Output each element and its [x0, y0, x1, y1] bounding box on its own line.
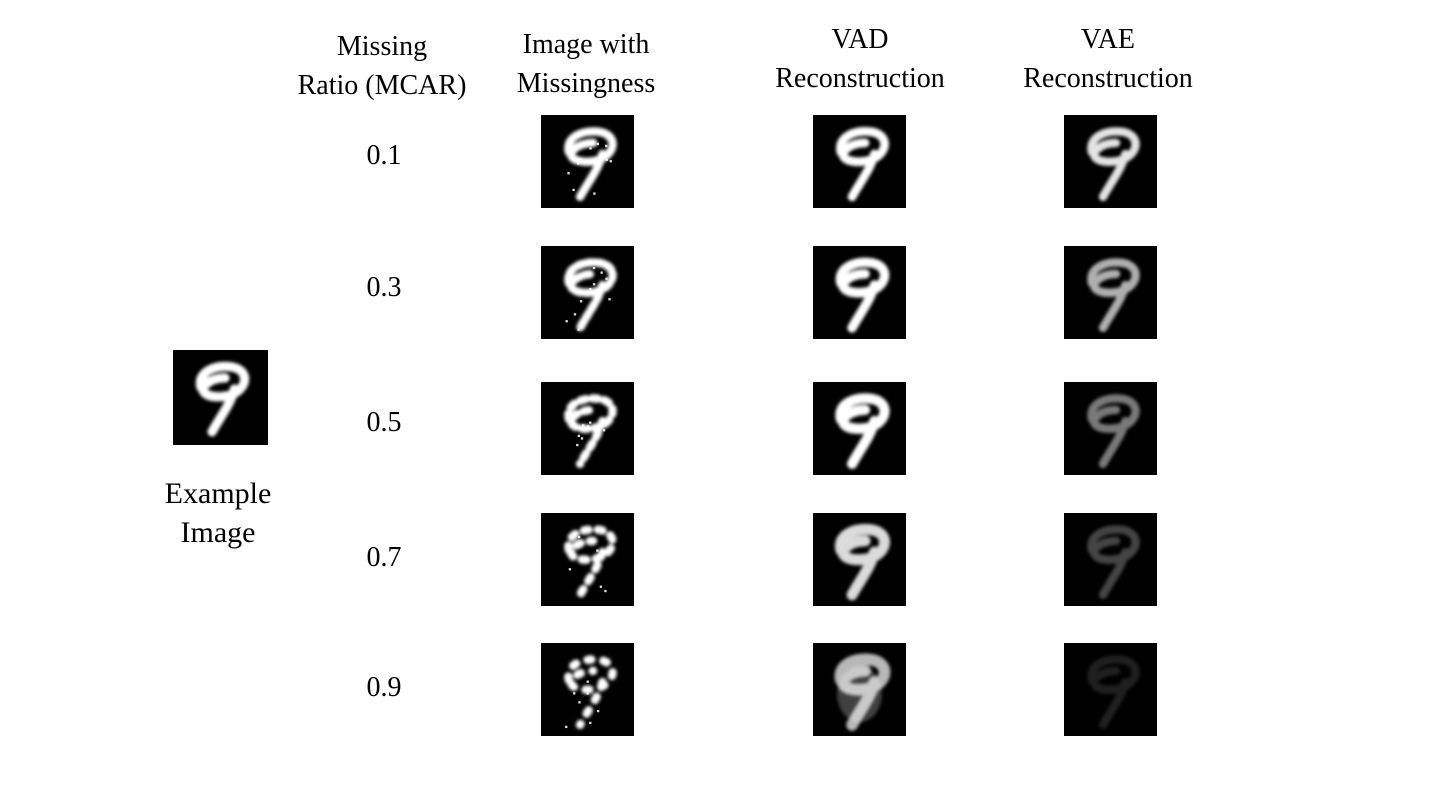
observed-pixel [582, 424, 585, 427]
vad-reconstruction-image [813, 643, 906, 736]
digit-stroke [836, 127, 889, 202]
digit-stroke [564, 655, 617, 730]
observed-pixel [596, 142, 599, 146]
observed-pixel [580, 437, 584, 440]
observed-pixel [602, 552, 606, 555]
digit-stroke [564, 127, 617, 202]
ratio-label: 0.5 [366, 407, 402, 438]
header-missing-ratio-line2: Ratio (MCAR) [297, 70, 467, 101]
observed-pixel [604, 589, 607, 593]
observed-pixel [577, 328, 580, 331]
vad-reconstruction-image [813, 115, 906, 208]
header-vae-line2: Reconstruction [1023, 63, 1193, 94]
digit-stroke [1087, 655, 1140, 730]
missingness-image [541, 382, 634, 475]
digit-stroke [835, 257, 890, 333]
observed-pixel [589, 421, 592, 424]
observed-pixel [568, 568, 572, 571]
example-digit-image [173, 350, 268, 445]
observed-pixel [599, 585, 603, 588]
observed-pixel [593, 192, 596, 195]
digit-stroke [564, 258, 617, 333]
observed-pixel [605, 158, 608, 161]
observed-pixel [586, 680, 589, 683]
observed-pixel [605, 144, 608, 148]
vae-reconstruction-image [1064, 115, 1157, 208]
observed-pixel [587, 425, 590, 428]
observed-pixel [608, 298, 611, 301]
observed-pixel [577, 535, 581, 539]
missingness-image [541, 643, 634, 736]
example-caption-line1: Example [164, 477, 272, 510]
observed-pixel [567, 172, 570, 175]
header-vae-line1: VAE [1081, 24, 1135, 55]
observed-pixel [592, 283, 596, 286]
ratio-label: 0.7 [366, 542, 402, 573]
header-image-with-missingness-line1: Image with [522, 29, 650, 60]
digit-stroke [1087, 258, 1140, 333]
observed-pixel [577, 134, 580, 138]
digit-stroke [1087, 525, 1140, 600]
digit-stroke [1087, 394, 1140, 469]
digit-stroke [1087, 127, 1140, 202]
observed-pixel [579, 300, 583, 303]
observed-pixel [605, 550, 609, 554]
observed-pixel [600, 271, 603, 274]
digit-stroke [195, 361, 250, 437]
header-vad-reconstruction: VAD Reconstruction [760, 20, 960, 98]
observed-pixel [605, 277, 608, 280]
observed-pixel [572, 188, 575, 192]
example-caption-line2: Image [180, 516, 256, 549]
observed-pixel [609, 160, 612, 163]
header-missing-ratio-line1: Missing [336, 31, 428, 62]
blur-blob [837, 666, 882, 723]
vad-reconstruction-image [813, 382, 906, 475]
header-image-with-missingness-line2: Missingness [516, 68, 656, 99]
vae-reconstruction-image [1064, 382, 1157, 475]
observed-pixel [586, 692, 589, 695]
observed-pixel [589, 288, 592, 291]
digit-stroke [564, 394, 617, 469]
observed-pixel [579, 158, 582, 162]
observed-pixel [565, 320, 568, 323]
observed-pixel [589, 147, 592, 150]
observed-pixel [596, 549, 599, 552]
header-image-with-missingness: Image with Missingness [496, 25, 676, 103]
missingness-image [541, 513, 634, 606]
header-vad-line2: Reconstruction [775, 63, 945, 94]
observed-pixel [577, 434, 580, 438]
vad-reconstruction-image [813, 513, 906, 606]
digit-stroke [834, 523, 891, 601]
observed-pixel [592, 266, 596, 270]
vad-reconstruction-image [813, 246, 906, 339]
header-vae-reconstruction: VAE Reconstruction [1008, 20, 1208, 98]
missingness-image [541, 246, 634, 339]
ratio-label: 0.3 [366, 272, 402, 303]
missingness-image [541, 115, 634, 208]
example-image-caption: Example Image [140, 474, 296, 552]
digit-stroke [835, 393, 890, 469]
observed-pixel [589, 721, 592, 725]
observed-pixel [578, 701, 581, 704]
observed-pixel [576, 443, 579, 447]
observed-pixel [577, 162, 580, 165]
vae-reconstruction-image [1064, 246, 1157, 339]
vae-reconstruction-image [1064, 513, 1157, 606]
header-vad-line1: VAD [831, 24, 889, 55]
observed-pixel [573, 313, 577, 316]
observed-pixel [597, 555, 600, 558]
vae-reconstruction-image [1064, 643, 1157, 736]
observed-pixel [596, 709, 600, 713]
ratio-label: 0.1 [366, 140, 402, 171]
ratio-label: 0.9 [366, 672, 402, 703]
observed-pixel [602, 429, 606, 432]
header-missing-ratio: Missing Ratio (MCAR) [282, 27, 482, 105]
observed-pixel [566, 412, 569, 416]
observed-pixel [572, 422, 576, 425]
observed-pixel [573, 692, 576, 695]
digit-stroke [564, 525, 617, 600]
observed-pixel [565, 725, 568, 729]
